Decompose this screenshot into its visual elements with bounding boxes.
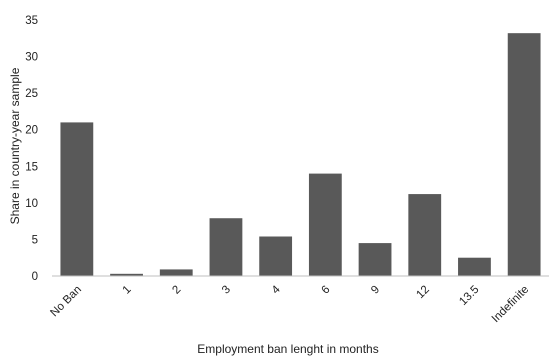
bar-3 (209, 218, 243, 276)
y-tick-label: 20 (25, 125, 38, 137)
x-tick-label: 4 (270, 283, 283, 296)
bar-12 (408, 194, 442, 276)
x-tick-label: 9 (369, 284, 382, 297)
y-tick-label: 10 (25, 198, 38, 210)
x-tick-label: No Ban (48, 284, 84, 320)
x-tick-label: 13.5 (457, 284, 481, 308)
bar-13-5 (458, 257, 491, 276)
x-tick-label: 12 (414, 284, 432, 302)
x-tick-label: Indefinite (490, 284, 531, 325)
y-tick-label: 15 (25, 161, 38, 173)
bar-no-ban (60, 122, 94, 277)
x-axis-label: Employment ban lenght in months (197, 342, 378, 356)
bar-indefinite (507, 33, 541, 276)
bar-9 (358, 243, 392, 276)
x-tick-label: 2 (170, 284, 183, 297)
bar-2 (159, 269, 193, 276)
x-tick-label: 6 (319, 284, 332, 297)
x-tick-label: 3 (220, 284, 233, 297)
bar-1 (110, 273, 143, 276)
y-tick-label: 30 (25, 52, 38, 64)
x-tick-labels: No Ban 1 2 3 4 6 9 12 13.5 Indefinite (48, 283, 531, 325)
x-tick-label: 1 (121, 284, 134, 297)
y-axis-label: Share in country-year sample (8, 67, 22, 224)
y-tick-label: 35 (25, 15, 38, 27)
y-tick-label: 0 (32, 271, 38, 283)
bars-group (60, 33, 541, 277)
bar-4 (259, 236, 293, 276)
bar-6 (308, 173, 342, 276)
y-tick-labels: 0 5 10 15 20 25 30 35 (25, 15, 38, 283)
y-tick-label: 5 (32, 234, 38, 246)
y-tick-label: 25 (25, 88, 38, 100)
